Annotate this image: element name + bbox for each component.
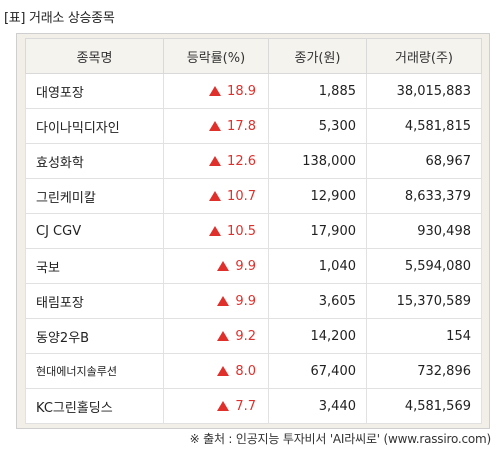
stock-name: CJ CGV	[25, 213, 164, 249]
change-rate-value: 10.5	[227, 223, 256, 239]
table-row: CJ CGV 10.5 17,900 930,498	[25, 213, 482, 249]
stock-name: 현대에너지솔루션	[25, 353, 164, 389]
table-row: KC그린홀딩스 7.7 3,440 4,581,569	[25, 388, 482, 424]
volume: 154	[366, 318, 482, 354]
stock-name: 태림포장	[25, 283, 164, 319]
table-frame: 종목명 등락률(%) 종가(원) 거래량(주) 대영포장 18.9 1,885 …	[16, 33, 490, 429]
change-rate: 10.7	[163, 178, 269, 214]
change-rate-value: 8.0	[235, 363, 256, 379]
change-rate-value: 7.7	[235, 398, 256, 414]
volume: 4,581,815	[366, 108, 482, 144]
change-rate-value: 17.8	[227, 118, 256, 134]
stock-name: 국보	[25, 248, 164, 284]
stock-name: 동양2우B	[25, 318, 164, 354]
stock-name: 다이나믹디자인	[25, 108, 164, 144]
close-price: 1,885	[268, 73, 367, 109]
stock-name: 대영포장	[25, 73, 164, 109]
up-triangle-icon	[209, 155, 222, 166]
close-price: 17,900	[268, 213, 367, 249]
up-triangle-icon	[209, 190, 222, 201]
rising-stocks-table: 종목명 등락률(%) 종가(원) 거래량(주) 대영포장 18.9 1,885 …	[25, 38, 482, 424]
close-price: 12,900	[268, 178, 367, 214]
close-price: 67,400	[268, 353, 367, 389]
stock-name: KC그린홀딩스	[25, 388, 164, 424]
header-stock-name: 종목명	[25, 38, 164, 74]
close-price: 138,000	[268, 143, 367, 179]
change-rate: 8.0	[163, 353, 269, 389]
volume: 930,498	[366, 213, 482, 249]
change-rate: 9.2	[163, 318, 269, 354]
volume: 732,896	[366, 353, 482, 389]
volume: 8,633,379	[366, 178, 482, 214]
up-triangle-icon	[209, 225, 222, 236]
close-price: 3,605	[268, 283, 367, 319]
up-triangle-icon	[209, 85, 222, 96]
stock-name: 그린케미칼	[25, 178, 164, 214]
up-triangle-icon	[217, 260, 230, 271]
change-rate: 7.7	[163, 388, 269, 424]
volume: 38,015,883	[366, 73, 482, 109]
source-credit: ※ 출처 : 인공지능 투자비서 'AI라씨로' (www.rassiro.co…	[189, 432, 492, 446]
volume: 68,967	[366, 143, 482, 179]
up-triangle-icon	[217, 365, 230, 376]
table-row: 국보 9.9 1,040 5,594,080	[25, 248, 482, 284]
page-title: [표] 거래소 상승종목	[4, 11, 115, 26]
up-triangle-icon	[217, 295, 230, 306]
header-close-price: 종가(원)	[268, 38, 367, 74]
table-row: 대영포장 18.9 1,885 38,015,883	[25, 73, 482, 109]
change-rate: 18.9	[163, 73, 269, 109]
change-rate-value: 10.7	[227, 188, 256, 204]
change-rate: 10.5	[163, 213, 269, 249]
volume: 15,370,589	[366, 283, 482, 319]
up-triangle-icon	[209, 120, 222, 131]
change-rate: 17.8	[163, 108, 269, 144]
close-price: 5,300	[268, 108, 367, 144]
table-row: 현대에너지솔루션 8.0 67,400 732,896	[25, 353, 482, 389]
change-rate-value: 9.9	[235, 293, 256, 309]
header-change-rate: 등락률(%)	[163, 38, 269, 74]
close-price: 1,040	[268, 248, 367, 284]
change-rate-value: 12.6	[227, 153, 256, 169]
close-price: 3,440	[268, 388, 367, 424]
change-rate-value: 18.9	[227, 83, 256, 99]
change-rate: 9.9	[163, 248, 269, 284]
table-row: 태림포장 9.9 3,605 15,370,589	[25, 283, 482, 319]
close-price: 14,200	[268, 318, 367, 354]
change-rate-value: 9.2	[235, 328, 256, 344]
table-row: 동양2우B 9.2 14,200 154	[25, 318, 482, 354]
stock-name: 효성화학	[25, 143, 164, 179]
table-row: 효성화학 12.6 138,000 68,967	[25, 143, 482, 179]
up-triangle-icon	[217, 400, 230, 411]
up-triangle-icon	[217, 330, 230, 341]
change-rate-value: 9.9	[235, 258, 256, 274]
table-row: 다이나믹디자인 17.8 5,300 4,581,815	[25, 108, 482, 144]
change-rate: 9.9	[163, 283, 269, 319]
volume: 5,594,080	[366, 248, 482, 284]
header-volume: 거래량(주)	[366, 38, 482, 74]
volume: 4,581,569	[366, 388, 482, 424]
table-row: 그린케미칼 10.7 12,900 8,633,379	[25, 178, 482, 214]
table-header-row: 종목명 등락률(%) 종가(원) 거래량(주)	[25, 38, 482, 74]
change-rate: 12.6	[163, 143, 269, 179]
